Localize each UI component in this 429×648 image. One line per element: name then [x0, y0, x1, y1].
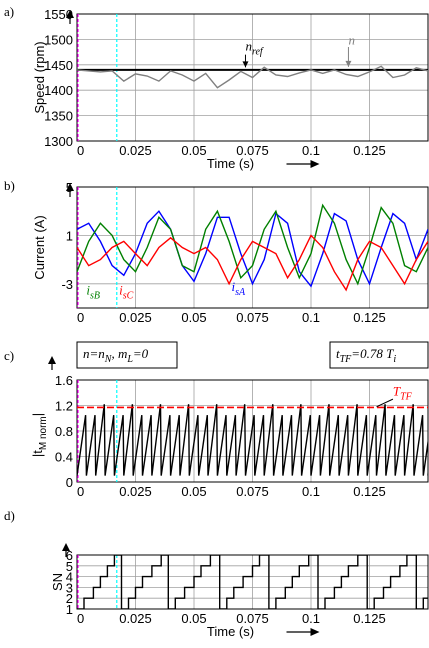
- annotation-b: isA: [231, 279, 246, 298]
- xtick-label: 0.05: [181, 310, 206, 325]
- ytick-label: 1.6: [55, 373, 73, 388]
- n-arrow-icon: [345, 60, 352, 67]
- xtick-label: 0.05: [181, 484, 206, 499]
- ytick-label: 1300: [44, 134, 73, 149]
- xtick-label: 0.025: [119, 611, 152, 626]
- ytick-label: 1550: [44, 7, 73, 22]
- data-layer-b: [77, 203, 428, 292]
- panel-label-a: a): [4, 4, 14, 19]
- series-t-M-norm: [77, 404, 428, 476]
- xtick-label: 0: [77, 611, 84, 626]
- y-axis-label-b: Current (A): [32, 215, 47, 279]
- panel-label-b: b): [4, 178, 15, 193]
- ytick-label: 0.8: [55, 424, 73, 439]
- xtick-label: 0: [77, 484, 84, 499]
- series-n: [77, 65, 428, 89]
- series-SN: [77, 555, 428, 609]
- xtick-label: 0.1: [302, 143, 320, 158]
- y-axis-arrow-icon: [62, 543, 70, 551]
- ytick-label: 4: [66, 570, 73, 585]
- ytick-label: 3: [66, 580, 73, 595]
- xtick-label: 0.125: [353, 611, 386, 626]
- y-axis-label-d: SN: [50, 573, 65, 591]
- annotation-a: nref: [245, 39, 263, 58]
- ytick-label: 1450: [44, 58, 73, 73]
- grid-d: [77, 554, 428, 610]
- ytick-label: 1.2: [55, 399, 73, 414]
- plot-frame-c: [76, 379, 429, 483]
- data-layer-a: [77, 65, 428, 89]
- n-ref-arrow-icon: [242, 61, 249, 68]
- ytick-label: 1: [66, 602, 73, 617]
- ytick-label: 1500: [44, 32, 73, 47]
- series-i-sB: [77, 203, 428, 286]
- x-axis-arrow-icon: [310, 160, 320, 168]
- annotation-a: n: [348, 32, 355, 47]
- y-axis-label-a: Speed (rpm): [32, 41, 47, 113]
- xtick-label: 0.05: [181, 611, 206, 626]
- xtick-label: 0.075: [236, 143, 269, 158]
- ytick-label: 0.4: [55, 450, 73, 465]
- xtick-label: 0.075: [236, 310, 269, 325]
- y-axis-arrow-icon: [48, 356, 56, 364]
- annotation-b: isB: [86, 283, 100, 302]
- xtick-label: 0.1: [302, 310, 320, 325]
- threshold-box: [329, 341, 429, 369]
- data-layer-c: [77, 404, 428, 476]
- xtick-label: 0: [77, 310, 84, 325]
- ytick-label: 5: [66, 559, 73, 574]
- xtick-label: 0.075: [236, 484, 269, 499]
- ytick-label: 0: [66, 475, 73, 490]
- x-axis-arrow-icon: [310, 628, 320, 636]
- xtick-label: 0.025: [119, 143, 152, 158]
- condition-box: [76, 341, 178, 369]
- ytick-label: 1400: [44, 83, 73, 98]
- x-axis-label-a: Time (s): [207, 156, 254, 171]
- plot-frame-d: [76, 554, 429, 610]
- annotation-b: isC: [119, 283, 134, 302]
- xtick-label: 0: [77, 143, 84, 158]
- plot-frame-a: [76, 13, 429, 142]
- x-axis-label-d: Time (s): [207, 624, 254, 639]
- panel-c: c) 0 0.4 0.8 1.2 1.6 0 0.025 0.05 0.075 0.1 0.125 |t…: [4, 341, 429, 499]
- xtick-label: 0.025: [119, 484, 152, 499]
- data-layer-d: [77, 555, 428, 609]
- y-axis-label-c: |tM norm|: [30, 413, 49, 457]
- condition-text: n=nN, mL=0: [83, 346, 149, 365]
- ytick-label: 6: [66, 548, 73, 563]
- xtick-label: 0.025: [119, 310, 152, 325]
- annotation-c: TTF: [393, 383, 413, 402]
- ytick-label: -3: [61, 277, 73, 292]
- xtick-label: 0.075: [236, 611, 269, 626]
- panel-label-d: d): [4, 508, 15, 523]
- series-i-sC: [77, 234, 428, 292]
- xtick-label: 0.125: [353, 484, 386, 499]
- ytick-label: 2: [66, 591, 73, 606]
- xtick-label: 0.125: [353, 310, 386, 325]
- t-tf-callout: [376, 398, 394, 408]
- xtick-label: 0.05: [181, 143, 206, 158]
- panel-a: a) 1300 1350 1400 1450 1500 1550 0 0.025 0.05 0.07…: [4, 4, 429, 171]
- y-axis-arrow-icon: [66, 10, 74, 18]
- xtick-label: 0.1: [302, 484, 320, 499]
- panel-label-c: c): [4, 348, 14, 363]
- xtick-label: 0.125: [353, 143, 386, 158]
- xtick-label: 0.1: [302, 611, 320, 626]
- y-axis-arrow-icon: [66, 183, 74, 191]
- ytick-label: 1350: [44, 109, 73, 124]
- threshold-text: tTF=0.78 Ti: [336, 346, 396, 365]
- ytick-label: 1: [66, 228, 73, 243]
